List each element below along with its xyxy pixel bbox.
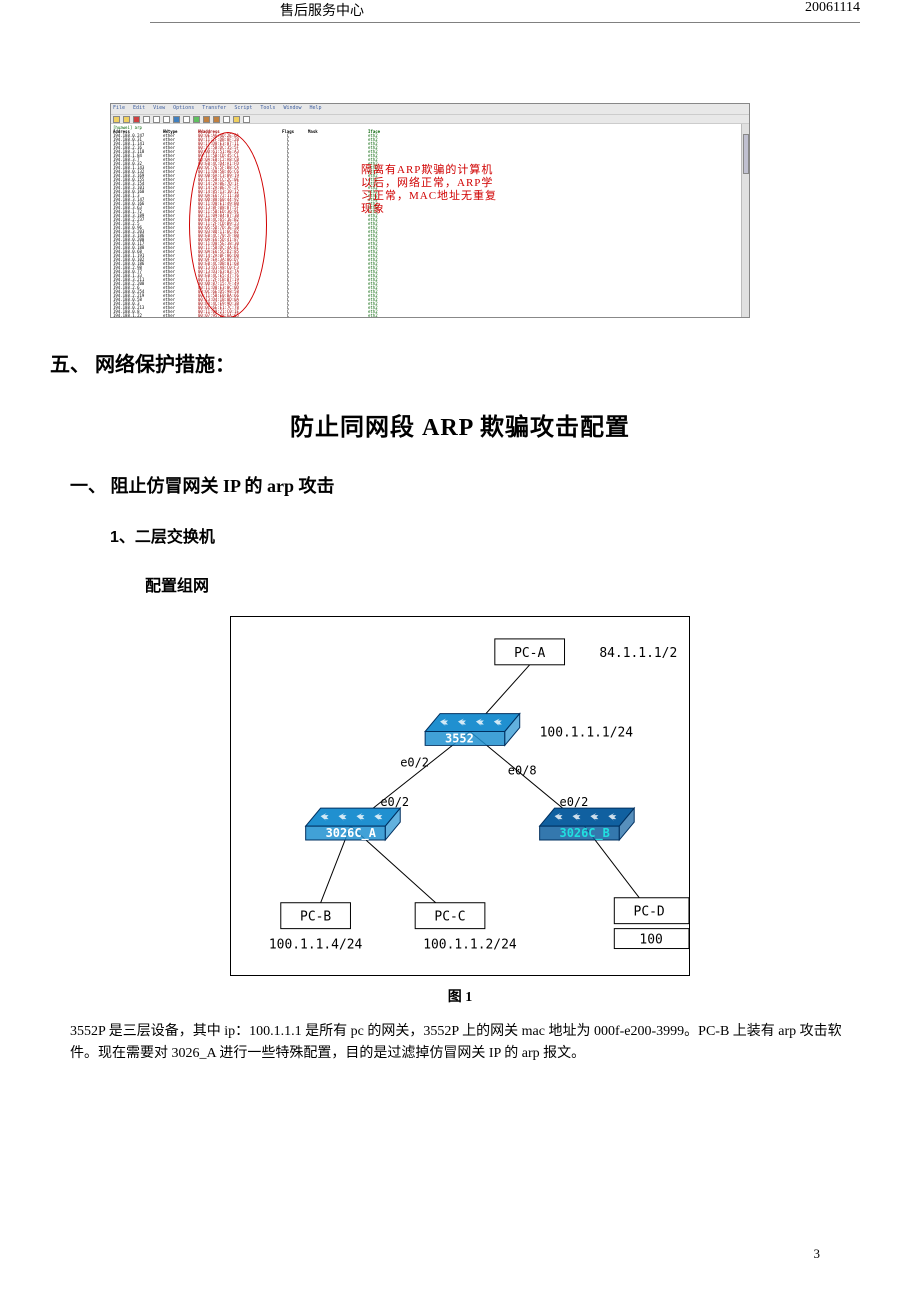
diagram-svg: e0/2 e0/2 e0/8 e0/2 PC-A 84.1.1.1/2 3552 100.1.… [231, 617, 689, 975]
toolbar-icon[interactable] [153, 116, 160, 123]
heading-sub2: 1、二层交换机 [110, 523, 860, 547]
svg-text:100.1.1.2/24: 100.1.1.2/24 [423, 938, 517, 953]
toolbar-icon[interactable] [163, 116, 170, 123]
page-header: 售后服务中心 20061114 [0, 0, 920, 20]
toolbar-icon[interactable] [203, 116, 210, 123]
body-paragraph: 3552P 是三层设备，其中 ip：100.1.1.1 是所有 pc 的网关，3… [70, 1021, 850, 1065]
heading-title: 防止同网段 ARP 欺骗攻击配置 [60, 407, 860, 442]
terminal-toolbar [111, 114, 749, 124]
svg-text:PC-D: PC-D [634, 905, 665, 920]
toolbar-icon[interactable] [233, 116, 240, 123]
page-content: File Edit View Options Transfer Script Tools Wi… [0, 43, 920, 1105]
terminal-screenshot: File Edit View Options Transfer Script Tools Wi… [110, 103, 750, 318]
svg-text:e0/2: e0/2 [560, 795, 589, 809]
scroll-thumb[interactable] [743, 134, 749, 174]
terminal-body: [huawei] arpAddressHWtypeHWaddressFlagsM… [111, 124, 749, 317]
toolbar-icon[interactable] [183, 116, 190, 123]
page-number: 3 [814, 1246, 821, 1262]
terminal-menubar: File Edit View Options Transfer Script Tools Wi… [111, 104, 749, 114]
menu-item[interactable]: Help [310, 105, 322, 113]
scrollbar[interactable] [741, 124, 749, 317]
svg-text:100: 100 [639, 933, 662, 948]
network-diagram: e0/2 e0/2 e0/8 e0/2 PC-A 84.1.1.1/2 3552 100.1.… [230, 616, 690, 976]
menu-item[interactable]: View [153, 105, 165, 113]
menu-item[interactable]: Script [234, 105, 252, 113]
arp-table: [huawei] arpAddressHWtypeHWaddressFlagsM… [111, 124, 749, 317]
svg-text:PC-A: PC-A [514, 646, 545, 661]
svg-text:PC-C: PC-C [434, 910, 465, 925]
toolbar-icon[interactable] [173, 116, 180, 123]
menu-item[interactable]: Edit [133, 105, 145, 113]
diagram-caption: 图 1 [60, 986, 860, 1006]
svg-text:3026C_B: 3026C_B [560, 826, 610, 841]
heading-sub3: 配置组网 [145, 572, 860, 596]
header-right: 20061114 [805, 0, 860, 20]
menu-item[interactable]: Transfer [202, 105, 226, 113]
header-left: 售后服务中心 [280, 0, 364, 20]
heading-sub1: 一、 阻止仿冒网关 IP 的 arp 攻击 [70, 472, 860, 498]
toolbar-icon[interactable] [123, 116, 130, 123]
svg-text:84.1.1.1/2: 84.1.1.1/2 [599, 646, 677, 661]
svg-text:3552: 3552 [445, 731, 474, 745]
header-divider [150, 22, 860, 23]
svg-text:100.1.1.1/24: 100.1.1.1/24 [540, 725, 634, 740]
toolbar-icon[interactable] [213, 116, 220, 123]
annotation-text: 隔离有ARP欺骗的计算机以后，网络正常，ARP学习正常，MAC地址无重复现象 [361, 164, 497, 216]
toolbar-icon[interactable] [243, 116, 250, 123]
svg-text:e0/8: e0/8 [508, 763, 537, 777]
toolbar-icon[interactable] [113, 116, 120, 123]
toolbar-icon[interactable] [193, 116, 200, 123]
heading-section-5: 五、 网络保护措施： [50, 348, 860, 377]
svg-text:3026C_A: 3026C_A [326, 826, 376, 841]
svg-text:100.1.1.4/24: 100.1.1.4/24 [269, 938, 363, 953]
svg-text:e0/2: e0/2 [400, 755, 429, 769]
menu-item[interactable]: Window [283, 105, 301, 113]
menu-item[interactable]: Options [173, 105, 194, 113]
menu-item[interactable]: File [113, 105, 125, 113]
toolbar-icon[interactable] [143, 116, 150, 123]
toolbar-icon[interactable] [223, 116, 230, 123]
toolbar-icon[interactable] [133, 116, 140, 123]
svg-text:e0/2: e0/2 [380, 795, 409, 809]
svg-text:PC-B: PC-B [300, 910, 331, 925]
menu-item[interactable]: Tools [260, 105, 275, 113]
